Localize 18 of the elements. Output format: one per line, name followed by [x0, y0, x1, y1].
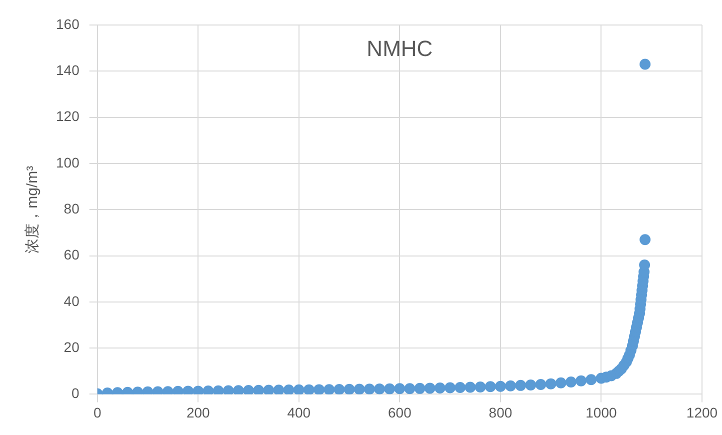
- x-tick-label: 600: [388, 404, 412, 420]
- x-tick-label: 1200: [686, 404, 718, 420]
- x-tick-label: 200: [186, 404, 210, 420]
- y-tick-label: 20: [64, 338, 80, 355]
- y-tick-label: 80: [64, 200, 80, 216]
- y-axis-title: 浓度，mg/m³: [24, 166, 42, 254]
- y-tick-label: 60: [64, 246, 80, 263]
- x-tick-label: 1000: [586, 404, 618, 420]
- y-tick-label: 0: [72, 385, 80, 402]
- y-tick-label: 40: [64, 292, 80, 309]
- text: NMHC: [366, 36, 433, 62]
- y-tick-label: 120: [56, 108, 80, 124]
- x-tick-label: 800: [488, 404, 512, 420]
- y-tick-label: 100: [56, 154, 80, 170]
- x-tick-label: 0: [93, 404, 102, 420]
- x-tick-label: 400: [287, 404, 311, 420]
- y-tick-label: 140: [56, 62, 80, 78]
- y-tick-label: 160: [56, 16, 80, 32]
